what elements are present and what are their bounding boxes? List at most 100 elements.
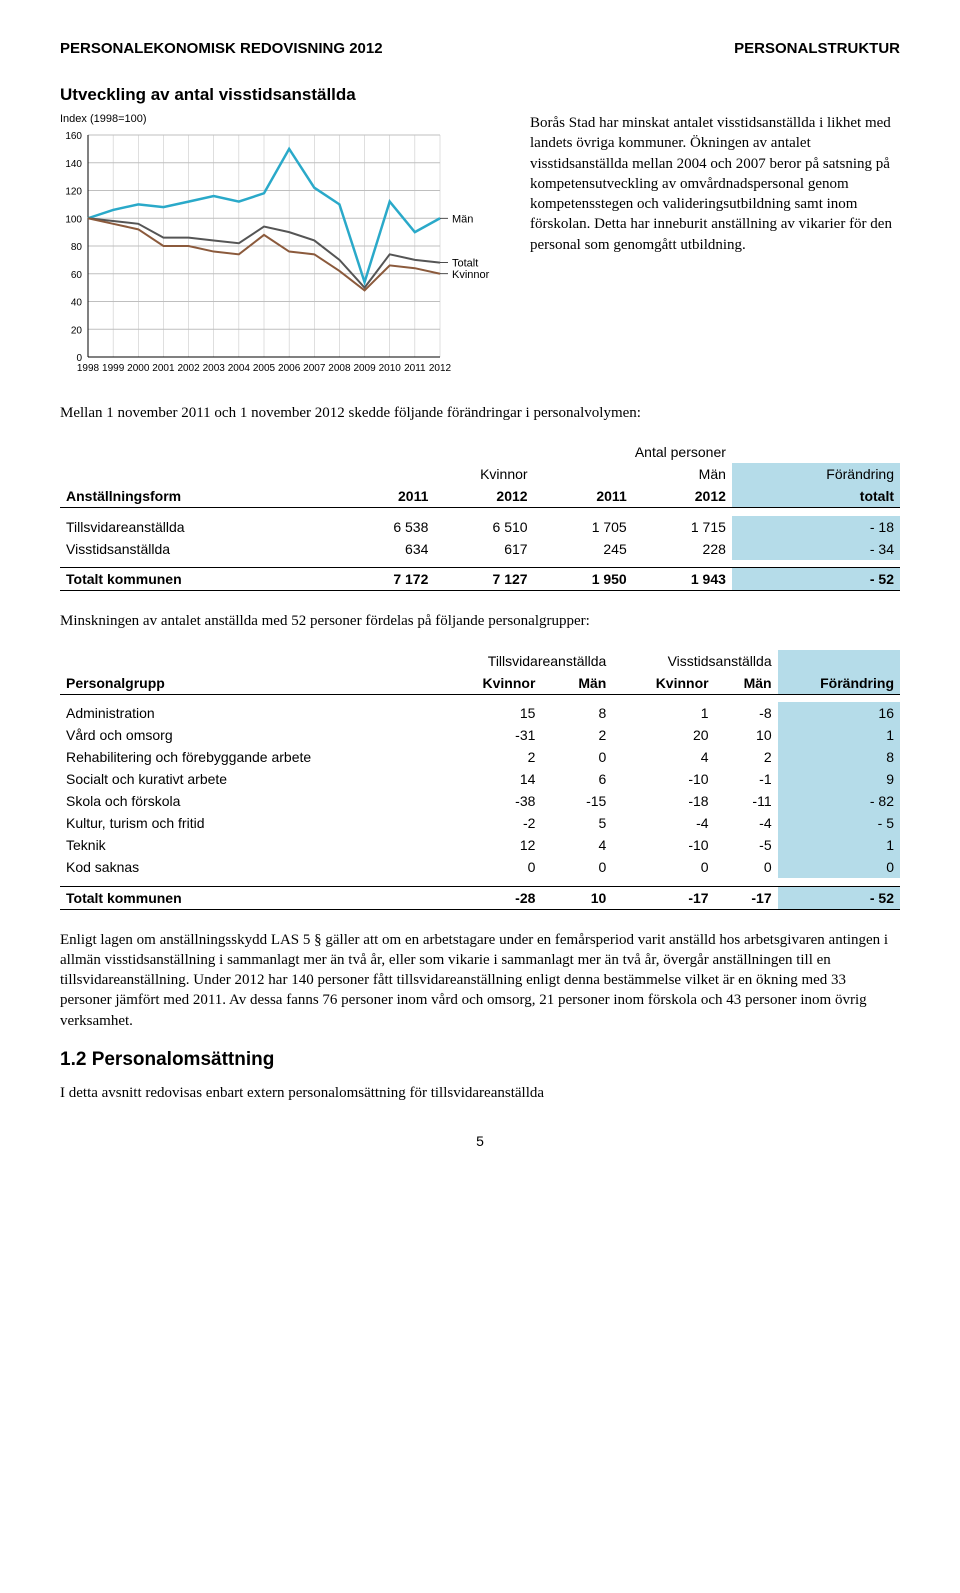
table-cell: 0 — [426, 856, 541, 878]
table-cell: -15 — [541, 790, 612, 812]
table-cell: 14 — [426, 768, 541, 790]
svg-text:20: 20 — [71, 325, 83, 336]
table-cell: Visstidsanställda — [60, 538, 335, 560]
table1-col-header: 2012 — [434, 485, 533, 508]
table-cell: - 5 — [778, 812, 900, 834]
table-cell: 10 — [541, 886, 612, 909]
table-cell: 1 — [612, 702, 714, 724]
svg-text:2006: 2006 — [278, 363, 301, 374]
table2-group-tv: Tillsvidareanställda — [426, 650, 612, 672]
table-cell: 8 — [541, 702, 612, 724]
table-cell: -17 — [612, 886, 714, 909]
table-cell: Tillsvidareanställda — [60, 516, 335, 538]
svg-text:1998: 1998 — [77, 363, 100, 374]
table-cell: Kultur, turism och fritid — [60, 812, 426, 834]
table-cell: - 52 — [778, 886, 900, 909]
table-cell: -18 — [612, 790, 714, 812]
table2-col-header: Män — [715, 672, 778, 695]
table-cell: 1 — [778, 834, 900, 856]
table-cell: 20 — [612, 724, 714, 746]
table-row: Kod saknas00000 — [60, 856, 900, 878]
table-cell: 228 — [633, 538, 732, 560]
table-cell: Rehabilitering och förebyggande arbete — [60, 746, 426, 768]
intro-table1: Mellan 1 november 2011 och 1 november 20… — [60, 403, 900, 423]
table-personalvolym: Antal personerKvinnorMänFörändringAnstäl… — [60, 441, 900, 591]
table-cell: Vård och omsorg — [60, 724, 426, 746]
table1-group-kvinnor: Kvinnor — [335, 463, 533, 485]
table-cell: -10 — [612, 768, 714, 790]
table-row: Teknik124-10-51 — [60, 834, 900, 856]
svg-text:2000: 2000 — [127, 363, 150, 374]
table-cell: -11 — [715, 790, 778, 812]
table-cell: 617 — [434, 538, 533, 560]
table1-col-header: Anställningsform — [60, 485, 335, 508]
svg-text:120: 120 — [65, 187, 82, 198]
table-cell: 7 127 — [434, 568, 533, 591]
table-row: Tillsvidareanställda6 5386 5101 7051 715… — [60, 516, 900, 538]
table-cell: - 34 — [732, 538, 900, 560]
svg-text:2002: 2002 — [177, 363, 200, 374]
svg-text:80: 80 — [71, 242, 83, 253]
table-cell: - 82 — [778, 790, 900, 812]
table-row: Rehabilitering och förebyggande arbete 2 0… — [60, 746, 900, 768]
svg-text:100: 100 — [65, 214, 82, 225]
table-cell: 1 943 — [633, 568, 732, 591]
table-cell: 2 — [715, 746, 778, 768]
svg-text:Män: Män — [452, 213, 473, 225]
table-cell: -38 — [426, 790, 541, 812]
table-cell: 1 950 — [534, 568, 633, 591]
table2-col-header: Förändring — [778, 672, 900, 695]
header-right: PERSONALSTRUKTUR — [734, 40, 900, 57]
table-cell: 8 — [778, 746, 900, 768]
table-row: Skola och förskola-38-15-18-11- 82 — [60, 790, 900, 812]
svg-text:60: 60 — [71, 270, 83, 281]
table-cell: -1 — [715, 768, 778, 790]
svg-text:2005: 2005 — [253, 363, 276, 374]
table-cell: 0 — [778, 856, 900, 878]
table1-col-header: 2011 — [335, 485, 434, 508]
table-cell: 0 — [715, 856, 778, 878]
table-cell: 4 — [541, 834, 612, 856]
svg-text:2012: 2012 — [429, 363, 452, 374]
table-cell: -8 — [715, 702, 778, 724]
svg-text:2008: 2008 — [328, 363, 351, 374]
table-cell: 16 — [778, 702, 900, 724]
page-number: 5 — [60, 1133, 900, 1149]
svg-text:160: 160 — [65, 131, 82, 142]
chart-title: Utveckling av antal visstidsanställda — [60, 85, 900, 105]
table2-col-header: Kvinnor — [426, 672, 541, 695]
side-paragraph: Borås Stad har minskat antalet visstidsa… — [530, 113, 900, 255]
table-cell: Totalt kommunen — [60, 568, 335, 591]
las-paragraph: Enligt lagen om anställningsskydd LAS 5 … — [60, 930, 900, 1031]
table-cell: Administration — [60, 702, 426, 724]
table-cell: -4 — [612, 812, 714, 834]
table2-total-row: Totalt kommunen-2810-17-17- 52 — [60, 886, 900, 909]
table-cell: Kod saknas — [60, 856, 426, 878]
table-cell: 1 705 — [534, 516, 633, 538]
table-cell: -2 — [426, 812, 541, 834]
table-row: Vård och omsorg-31220101 — [60, 724, 900, 746]
table2-col-header: Personalgrupp — [60, 672, 426, 695]
table-cell: - 18 — [732, 516, 900, 538]
section-heading-1-2: 1.2 Personalomsättning — [60, 1049, 900, 1071]
table-cell: 634 — [335, 538, 434, 560]
table-cell: Totalt kommunen — [60, 886, 426, 909]
table-cell: 245 — [534, 538, 633, 560]
svg-text:2007: 2007 — [303, 363, 326, 374]
table1-super-header: Antal personer — [335, 441, 732, 463]
table-cell: -4 — [715, 812, 778, 834]
section-body-1-2: I detta avsnitt redovisas enbart extern … — [60, 1083, 900, 1103]
svg-text:2011: 2011 — [404, 363, 426, 374]
table-cell: 0 — [541, 746, 612, 768]
table-cell: -17 — [715, 886, 778, 909]
table-cell: 4 — [612, 746, 714, 768]
svg-text:2003: 2003 — [203, 363, 226, 374]
table-cell: 0 — [541, 856, 612, 878]
svg-text:2004: 2004 — [228, 363, 251, 374]
table-cell: 10 — [715, 724, 778, 746]
table-cell: Socialt och kurativt arbete — [60, 768, 426, 790]
table-personalgrupper: TillsvidareanställdaVisstidsanställdaPer… — [60, 650, 900, 910]
table2-col-header: Män — [541, 672, 612, 695]
svg-text:1999: 1999 — [102, 363, 125, 374]
table-cell: 0 — [612, 856, 714, 878]
